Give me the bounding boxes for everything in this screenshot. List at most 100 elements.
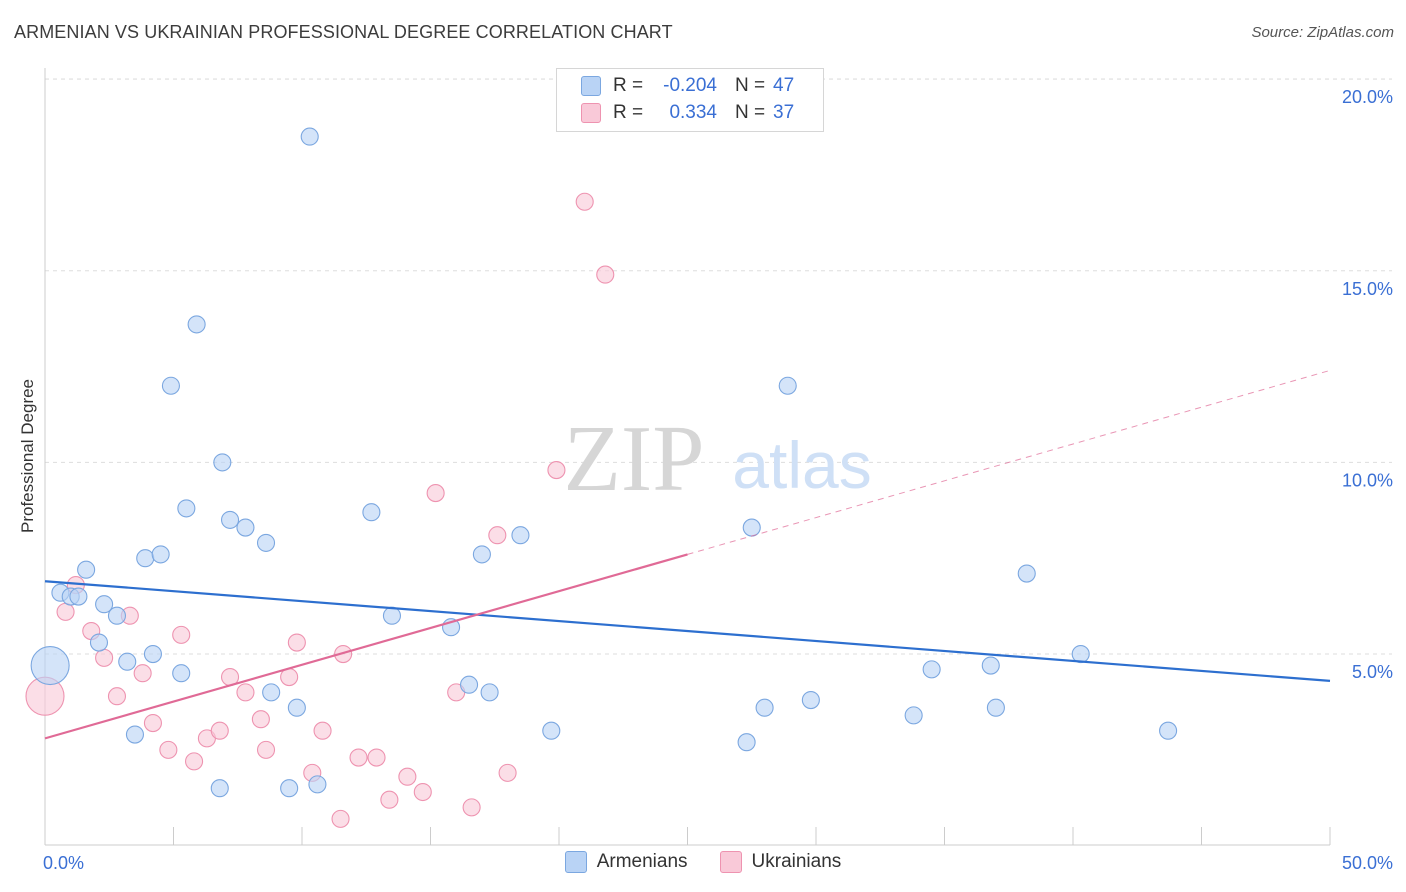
n-value: 47: [773, 75, 795, 96]
armenian-point: [480, 683, 499, 702]
legend-item-armenians[interactable]: Armenians: [564, 851, 688, 873]
ukrainian-point: [596, 265, 615, 284]
r-value: 0.334: [669, 102, 717, 123]
armenians-swatch: [564, 851, 587, 873]
ukrainian-trend-line: [44, 553, 688, 740]
ukrainian-point: [367, 748, 386, 767]
ukrainian-point: [210, 721, 229, 740]
armenian-point: [986, 698, 1005, 717]
ukrainian-point: [256, 740, 276, 759]
ukrainians-swatch: [581, 103, 601, 123]
legend-row-armenians: R = -0.204 N = 47: [581, 74, 794, 98]
legend-label: Ukrainians: [751, 851, 842, 872]
ukrainian-point: [349, 748, 368, 767]
trend-lines: [44, 369, 1331, 740]
armenian-point: [382, 606, 402, 625]
armenian-point: [542, 721, 561, 740]
y-tick-label: 5.0%: [1352, 662, 1393, 682]
armenian-point: [262, 683, 281, 702]
armenian-point: [95, 595, 114, 614]
ukrainian-points: [25, 192, 615, 828]
y-tick-label: 10.0%: [1342, 470, 1393, 490]
r-value: -0.204: [663, 75, 717, 96]
armenian-point: [69, 587, 88, 606]
armenian-point: [77, 560, 96, 579]
ukrainian-point: [159, 740, 178, 759]
armenian-point: [210, 779, 229, 798]
armenians-swatch: [581, 76, 601, 96]
watermark: ZIP atlas: [564, 407, 872, 511]
armenian-point: [737, 733, 756, 752]
ukrainian-point: [172, 625, 191, 644]
armenian-point: [1017, 564, 1036, 583]
x-tick-label-max: 50.0%: [1342, 853, 1393, 873]
ukrainian-point: [331, 809, 350, 828]
armenian-point: [107, 606, 127, 625]
armenian-point: [308, 775, 327, 794]
ukrainian-point: [547, 461, 566, 480]
armenian-point: [904, 706, 923, 725]
legend-row-ukrainians: R = 0.334 N = 37: [581, 101, 794, 125]
armenian-point: [136, 549, 155, 568]
watermark-atlas: atlas: [732, 428, 871, 502]
armenian-point: [187, 315, 206, 334]
r-label: R =: [613, 102, 644, 123]
armenian-point: [300, 127, 319, 146]
armenian-point: [213, 453, 232, 472]
armenian-point: [922, 660, 941, 679]
ukrainian-point: [133, 664, 152, 683]
y-tick-label: 15.0%: [1342, 279, 1393, 299]
r-label: R =: [613, 75, 644, 96]
armenian-point: [172, 664, 191, 683]
ukrainian-point: [398, 767, 417, 786]
armenian-point: [177, 499, 196, 518]
chart-title: ARMENIAN VS UKRAINIAN PROFESSIONAL DEGRE…: [14, 22, 673, 42]
gridlines: [45, 78, 1392, 655]
armenian-point: [472, 545, 491, 564]
armenian-point: [89, 633, 109, 652]
ukrainian-point: [413, 782, 432, 802]
ukrainian-trend-extension: [687, 369, 1331, 555]
armenian-point: [161, 376, 180, 395]
legend-item-ukrainians[interactable]: Ukrainians: [719, 851, 842, 873]
n-label: N =: [735, 102, 766, 123]
armenian-point: [1159, 721, 1178, 740]
armenian-point: [125, 725, 144, 744]
series-legend: Armenians Ukrainians: [0, 851, 1406, 873]
ukrainian-point: [185, 752, 204, 771]
armenian-point: [220, 510, 240, 529]
armenian-point: [981, 656, 1000, 675]
n-value: 37: [773, 102, 795, 123]
armenian-point: [236, 518, 255, 537]
armenian-point: [143, 644, 162, 664]
correlation-legend: R = -0.204 N = 47 R = 0.334 N = 37: [556, 68, 824, 132]
ukrainian-point: [488, 526, 507, 545]
armenian-point: [801, 690, 820, 710]
armenian-trend-line: [44, 580, 1331, 682]
ukrainian-point: [236, 683, 255, 702]
armenian-point: [151, 545, 170, 564]
ukrainian-point: [95, 648, 114, 667]
armenian-point: [118, 652, 137, 671]
y-tick-label: 20.0%: [1342, 87, 1393, 107]
ukrainian-point: [462, 798, 481, 817]
x-tick-label-min: 0.0%: [43, 853, 84, 873]
ukrainian-point: [287, 633, 306, 652]
ukrainian-point: [575, 192, 594, 211]
armenian-point: [511, 526, 530, 545]
armenian-point: [287, 698, 306, 717]
armenian-point: [280, 779, 299, 798]
ukrainian-point: [143, 713, 162, 733]
armenian-point: [256, 533, 276, 552]
ukrainians-swatch: [719, 851, 742, 873]
source-label: Source: ZipAtlas.com: [1251, 24, 1394, 41]
ukrainian-point: [313, 721, 332, 740]
n-label: N =: [735, 75, 766, 96]
watermark-zip: ZIP: [564, 407, 705, 511]
armenian-point: [30, 645, 70, 686]
ukrainian-point: [56, 602, 75, 621]
legend-label: Armenians: [596, 851, 688, 872]
tick-labels: 5.0% 10.0% 15.0% 20.0% 0.0% 50.0%: [43, 87, 1393, 873]
armenian-point: [755, 698, 774, 717]
